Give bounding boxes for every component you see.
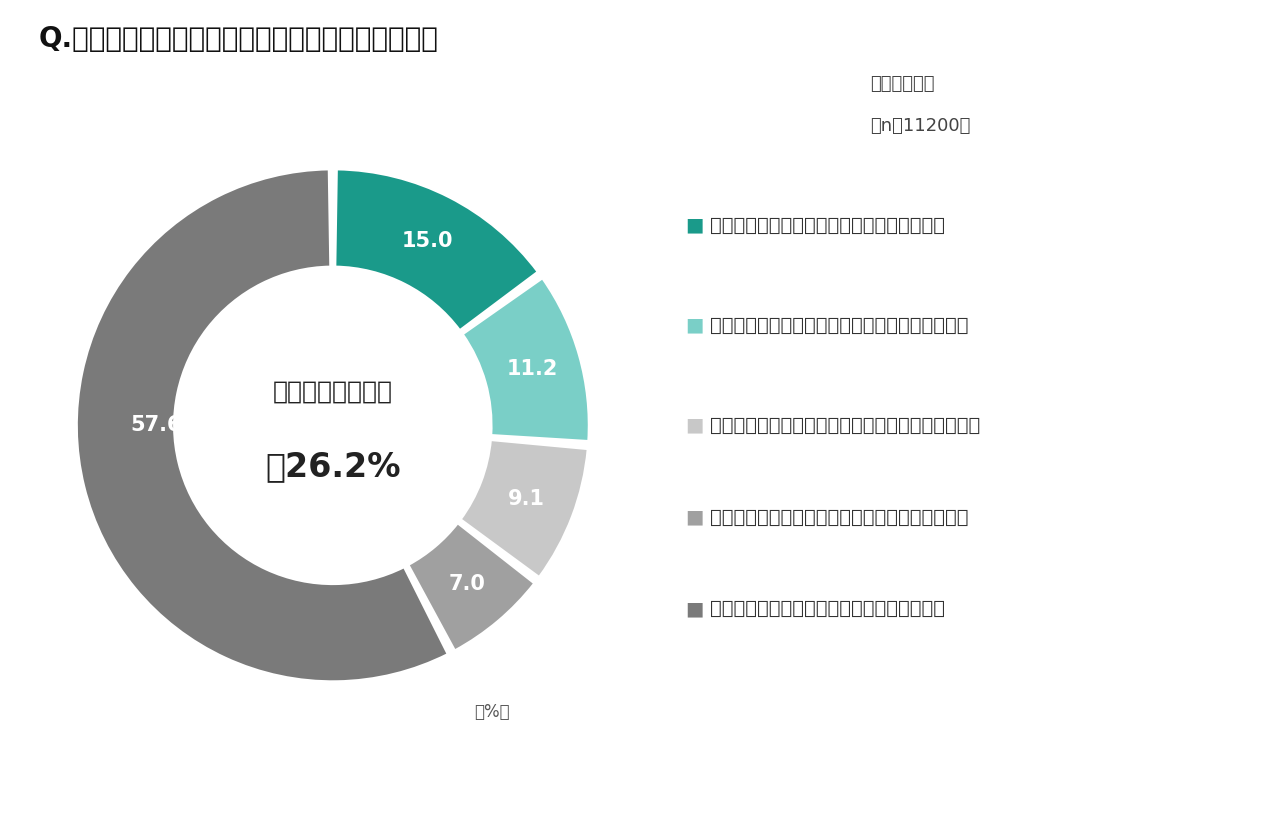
Text: ヘルメットを持っていて、常に着用している: ヘルメットを持っていて、常に着用している [710,216,946,234]
Text: ■: ■ [685,216,703,234]
Text: 7.0: 7.0 [448,574,485,594]
Text: ■: ■ [685,600,703,618]
Text: 9.1: 9.1 [508,489,545,509]
Text: ■: ■ [685,316,703,334]
Text: ヘルメットは持っているが、あまり着用していない: ヘルメットは持っているが、あまり着用していない [710,416,980,435]
Text: 自転車利用者: 自転車利用者 [870,75,934,93]
Text: ■: ■ [685,508,703,526]
Text: 57.6: 57.6 [131,415,182,435]
Text: ヘルメットを持っておらず、着用していない: ヘルメットを持っておらず、着用していない [710,600,946,618]
Text: ヘルメットは持っているが、全く着用していない: ヘルメットは持っているが、全く着用していない [710,508,969,526]
Text: （%）: （%） [474,703,509,721]
Text: 計26.2%: 計26.2% [265,450,401,483]
Text: ■: ■ [685,416,703,435]
Text: 11.2: 11.2 [507,359,558,379]
Text: 15.0: 15.0 [401,231,453,251]
Text: ヘルメット着用率: ヘルメット着用率 [273,380,393,404]
Wedge shape [408,523,534,651]
Wedge shape [335,169,538,330]
Text: （n＝11200）: （n＝11200） [870,117,970,135]
Text: ヘルメットを持っていて、おおむね着用している: ヘルメットを持っていて、おおむね着用している [710,316,969,334]
Wedge shape [463,279,589,441]
Wedge shape [461,440,588,577]
Wedge shape [77,169,448,681]
Text: Q.自転車乗用中、ヘルメットを着用していますか？: Q.自転車乗用中、ヘルメットを着用していますか？ [38,25,438,53]
